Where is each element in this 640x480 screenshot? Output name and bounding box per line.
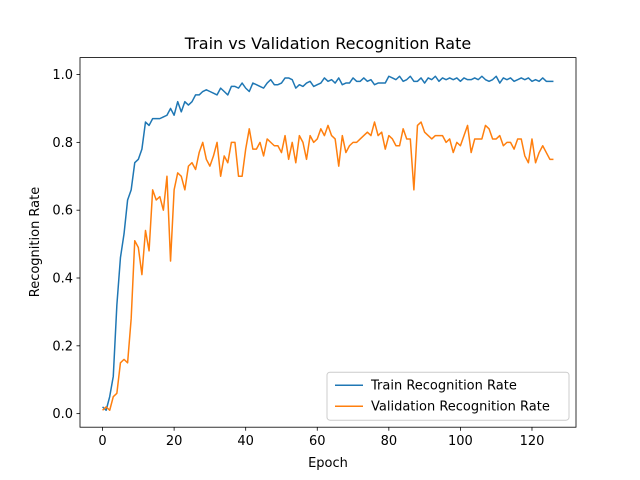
x-tick-label: 60	[309, 434, 326, 449]
x-axis-label: Epoch	[308, 456, 348, 471]
x-tick-label: 120	[520, 434, 545, 449]
y-tick-label: 0.4	[52, 272, 73, 287]
x-tick-label: 80	[381, 434, 398, 449]
legend-box	[326, 371, 570, 421]
x-tick-label: 40	[237, 434, 254, 449]
legend-label: Train Recognition Rate	[370, 379, 517, 394]
legend-label: Validation Recognition Rate	[371, 400, 550, 415]
series-line	[102, 121, 554, 411]
y-tick-label: 0.2	[52, 339, 73, 354]
legend: Train Recognition Rate Validation Recogni…	[326, 371, 570, 421]
y-tick-label: 0.8	[52, 136, 73, 151]
y-tick-label: 0.0	[52, 407, 73, 422]
axes-frame	[79, 57, 577, 428]
series-line	[102, 75, 554, 411]
y-tick-label: 0.6	[52, 204, 73, 219]
x-tick-label: 0	[98, 434, 106, 449]
chart-title: Train vs Validation Recognition Rate	[184, 34, 471, 53]
y-tick-label: 1.0	[52, 68, 73, 83]
x-tick-label: 100	[448, 434, 473, 449]
y-axis-label: Recognition Rate	[28, 187, 43, 298]
x-tick-label: 20	[166, 434, 183, 449]
